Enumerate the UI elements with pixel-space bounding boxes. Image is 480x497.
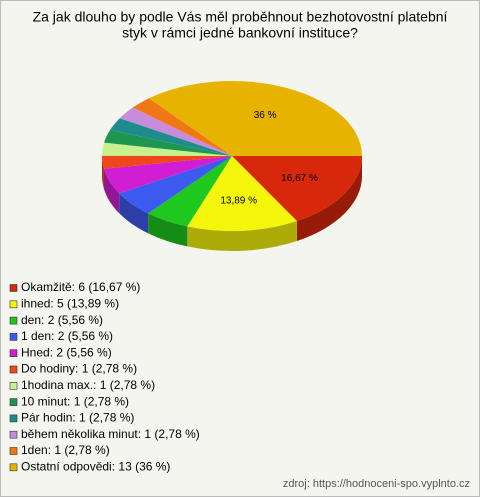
slice — [148, 81, 362, 156]
slice-side — [148, 213, 188, 247]
legend-swatch — [9, 463, 18, 472]
legend-label: Pár hodin: 1 (2,78 %) — [21, 411, 134, 425]
legend-label: během několika minut: 1 (2,78 %) — [21, 427, 200, 441]
value-label: 16,67 % — [281, 173, 318, 184]
slice-side — [102, 156, 104, 189]
legend-swatch — [9, 349, 18, 358]
legend-label: Ostatní odpovědi: 13 (36 %) — [21, 459, 170, 473]
legend-swatch — [9, 333, 18, 341]
slice — [119, 107, 232, 156]
slice — [102, 155, 232, 169]
legend-swatch — [9, 284, 18, 292]
slice — [102, 142, 233, 156]
legend-swatch — [9, 300, 18, 309]
legend-swatch — [9, 414, 18, 423]
slice — [119, 156, 232, 214]
legend-label: Do hodiny: 1 (2,78 %) — [21, 362, 137, 376]
slice-side — [296, 156, 362, 241]
legend-label: 1hodina max.: 1 (2,78 %) — [21, 378, 155, 392]
slice — [103, 156, 232, 194]
legend-swatch — [9, 316, 18, 325]
legend-label: 1 den: 2 (5,56 %) — [21, 329, 113, 343]
legend-swatch — [9, 365, 18, 374]
legend-label: ihned: 5 (13,89 %) — [21, 296, 119, 310]
slice — [187, 156, 297, 231]
value-label: 13,89 % — [220, 195, 257, 206]
chart-title: styk v rámci jedné bankovní instituce? — [122, 25, 358, 41]
value-label: 36 % — [254, 110, 277, 121]
legend-label: Hned: 2 (5,56 %) — [21, 345, 112, 359]
slice-side — [187, 220, 297, 251]
legend-label: Okamžitě: 6 (16,67 %) — [21, 280, 140, 294]
slice — [132, 98, 232, 156]
slice — [110, 118, 232, 156]
legend-swatch — [9, 447, 18, 455]
source: zdroj: https://hodnoceni-spo.vyplnto.cz — [283, 478, 470, 490]
legend-label: 1den: 1 (2,78 %) — [21, 443, 110, 457]
legend-label: 10 minut: 1 (2,78 %) — [21, 394, 129, 408]
slice — [148, 156, 232, 227]
slice-side — [119, 193, 149, 234]
slice — [104, 130, 232, 156]
legend-swatch — [9, 398, 18, 406]
legend-swatch — [9, 430, 18, 439]
legend-swatch — [9, 381, 18, 390]
slice-side — [103, 168, 120, 214]
slice — [232, 156, 362, 221]
legend-label: den: 2 (5,56 %) — [21, 313, 103, 327]
chart-title: Za jak dlouho by podle Vás měl proběhnou… — [33, 9, 448, 25]
